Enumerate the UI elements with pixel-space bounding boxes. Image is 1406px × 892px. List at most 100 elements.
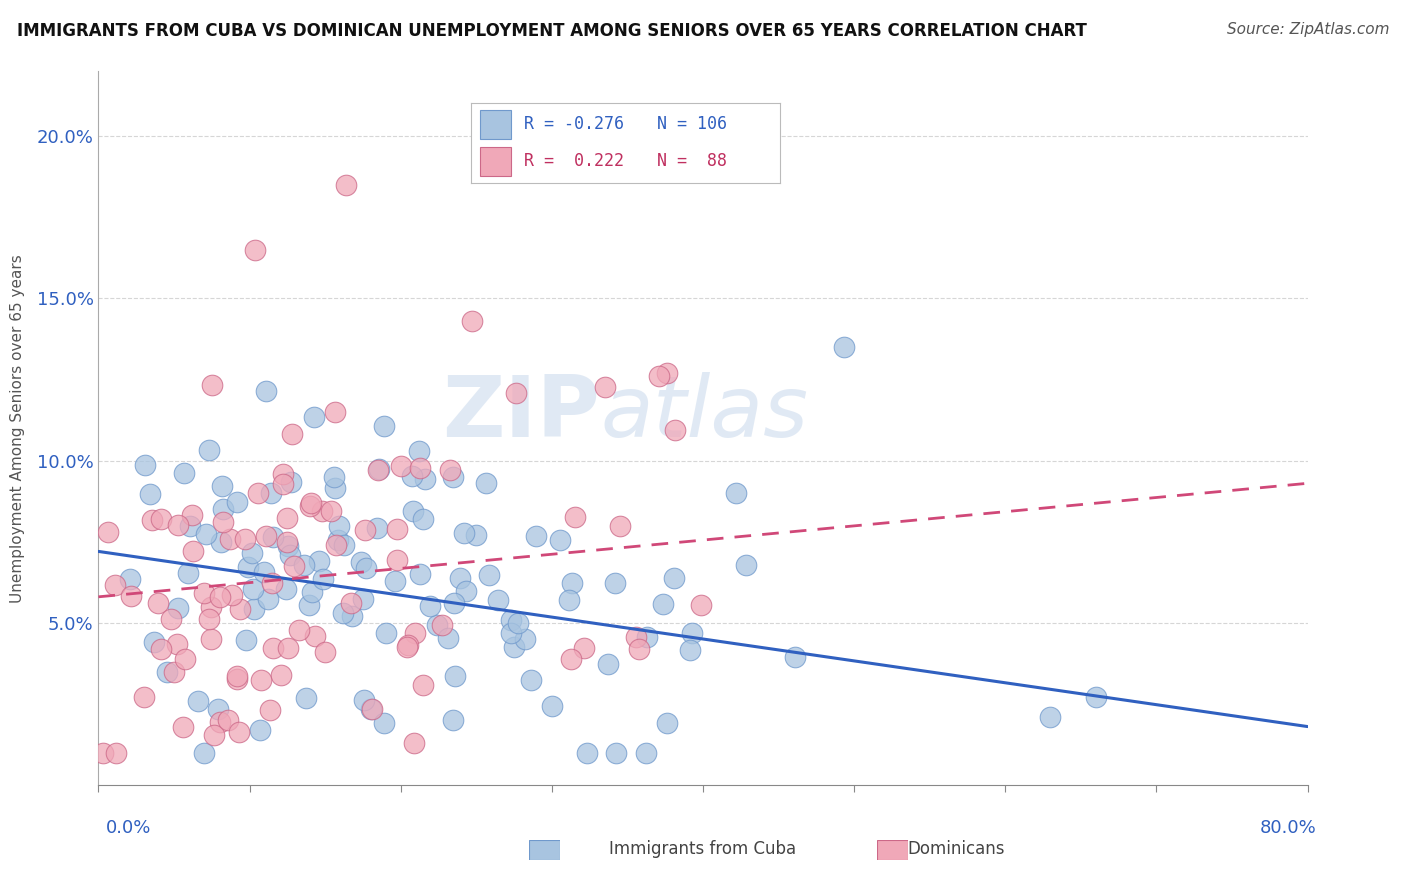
Point xyxy=(200,632,222,646)
Point xyxy=(340,596,363,610)
Point xyxy=(209,714,232,729)
Text: atlas: atlas xyxy=(600,372,808,456)
Point xyxy=(449,572,471,586)
Text: Immigrants from Cuba: Immigrants from Cuba xyxy=(609,840,797,858)
Point xyxy=(627,642,650,657)
Point xyxy=(254,529,277,543)
Point xyxy=(626,630,648,644)
Point xyxy=(276,534,298,549)
Text: Dominicans: Dominicans xyxy=(907,840,1005,858)
Point xyxy=(304,629,326,643)
Point xyxy=(249,673,271,687)
Point xyxy=(207,702,229,716)
Point xyxy=(679,643,702,657)
Point xyxy=(194,527,217,541)
Point xyxy=(200,599,222,614)
Point xyxy=(271,476,294,491)
Point xyxy=(636,746,658,760)
Point xyxy=(409,460,432,475)
Point xyxy=(173,466,195,480)
Point xyxy=(323,405,346,419)
Point xyxy=(240,545,263,559)
Point xyxy=(444,669,467,683)
Point xyxy=(651,597,673,611)
Point xyxy=(256,592,278,607)
Point xyxy=(1084,690,1107,704)
Point xyxy=(389,459,412,474)
Point xyxy=(146,596,169,610)
Point xyxy=(276,511,298,525)
Point xyxy=(247,486,270,500)
Point xyxy=(368,462,391,476)
Point xyxy=(280,427,302,442)
Point xyxy=(260,485,283,500)
Point xyxy=(478,568,501,582)
Point xyxy=(664,423,686,437)
Point xyxy=(486,593,509,607)
Point xyxy=(396,640,419,654)
Point xyxy=(202,727,225,741)
Point xyxy=(276,582,298,597)
Point xyxy=(278,548,301,562)
Point xyxy=(253,565,276,579)
Point xyxy=(335,178,357,192)
Point xyxy=(375,625,398,640)
Point xyxy=(312,572,335,586)
Point xyxy=(209,535,232,549)
Text: Source: ZipAtlas.com: Source: ZipAtlas.com xyxy=(1226,22,1389,37)
Point xyxy=(454,583,477,598)
Point xyxy=(201,377,224,392)
Point xyxy=(160,612,183,626)
Point xyxy=(211,516,233,530)
Point xyxy=(593,379,616,393)
Point xyxy=(460,314,482,328)
Point xyxy=(636,630,658,644)
Point xyxy=(299,496,322,510)
Point xyxy=(262,640,284,655)
Point xyxy=(228,725,250,739)
Point xyxy=(91,746,114,760)
Point xyxy=(408,443,430,458)
Point xyxy=(475,475,498,490)
Point xyxy=(104,746,127,760)
Point xyxy=(575,746,598,760)
Point xyxy=(373,715,395,730)
Point xyxy=(218,714,240,728)
Point xyxy=(401,469,423,483)
Text: IMMIGRANTS FROM CUBA VS DOMINICAN UNEMPLOYMENT AMONG SENIORS OVER 65 YEARS CORRE: IMMIGRANTS FROM CUBA VS DOMINICAN UNEMPL… xyxy=(17,22,1087,40)
Point xyxy=(655,715,678,730)
Point xyxy=(221,588,243,602)
Point xyxy=(373,419,395,434)
Text: ZIP: ZIP xyxy=(443,372,600,456)
Point xyxy=(325,482,347,496)
Point xyxy=(283,559,305,574)
Point xyxy=(134,458,156,472)
Point xyxy=(437,632,460,646)
Point xyxy=(181,543,204,558)
Point xyxy=(1038,710,1060,724)
Point xyxy=(299,500,322,514)
Point xyxy=(280,475,302,489)
Point xyxy=(360,702,382,716)
Point xyxy=(354,523,377,537)
Point xyxy=(561,576,583,591)
Point xyxy=(402,504,425,518)
Point xyxy=(260,575,283,590)
Point xyxy=(412,512,434,526)
Point xyxy=(319,504,342,518)
Point xyxy=(419,599,441,613)
Text: N = 106: N = 106 xyxy=(657,115,727,133)
Point xyxy=(211,502,233,516)
Point xyxy=(396,638,419,652)
Point xyxy=(443,597,465,611)
Point xyxy=(141,513,163,527)
Point xyxy=(197,443,219,458)
Point xyxy=(301,585,323,599)
Point xyxy=(298,598,321,612)
Point xyxy=(598,657,620,671)
Point xyxy=(409,567,432,582)
Point xyxy=(193,586,215,600)
Point xyxy=(524,529,547,543)
Point xyxy=(270,667,292,681)
Bar xyxy=(481,110,512,139)
